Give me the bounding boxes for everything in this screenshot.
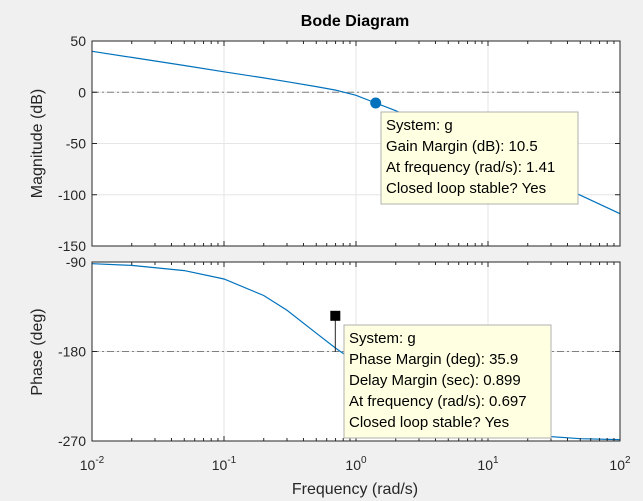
- datatip-line: Delay Margin (sec): 0.899: [349, 372, 521, 389]
- phase-y-tick-label: -180: [58, 344, 86, 360]
- x-tick-exponent: 1: [493, 455, 499, 466]
- magnitude-panel: 50 0 -50 -100 -150 System: g Gain Margin (dB):…: [58, 33, 621, 254]
- datatip-line: Phase Margin (deg): 35.9: [349, 351, 518, 368]
- datatip-line: System: g: [386, 117, 453, 134]
- x-tick-labels: 10-2 10-1 100 101 102: [80, 455, 631, 473]
- x-tick-exponent: -1: [227, 455, 236, 466]
- magnitude-y-tick-label: -150: [58, 238, 86, 254]
- magnitude-y-tick-label: 50: [70, 33, 86, 49]
- x-tick-label: 102: [609, 455, 631, 473]
- x-axis-label: Frequency (rad/s): [292, 481, 418, 498]
- magnitude-y-tick-label: 0: [78, 84, 86, 100]
- x-tick-exponent: 0: [361, 455, 367, 466]
- magnitude-y-tick-label: -50: [66, 136, 86, 152]
- phase-data-marker: [330, 310, 341, 321]
- phase-y-tick-label: -270: [58, 433, 86, 449]
- phase-panel: -90 -180 -270 System: g Phase Margin (deg): …: [58, 254, 621, 449]
- chart-title: Bode Diagram: [301, 13, 409, 30]
- x-tick-base: 10: [477, 457, 493, 473]
- magnitude-datatip: System: g Gain Margin (dB): 10.5 At freque…: [380, 111, 579, 205]
- magnitude-data-marker: [370, 97, 382, 109]
- magnitude-y-axis-label: Magnitude (dB): [29, 89, 46, 198]
- datatip-line: Gain Margin (dB): 10.5: [386, 138, 538, 155]
- x-tick-base: 10: [212, 457, 228, 473]
- x-tick-base: 10: [345, 457, 361, 473]
- x-tick-base: 10: [80, 457, 96, 473]
- phase-datatip: System: g Phase Margin (deg): 35.9 Delay M…: [343, 324, 552, 439]
- x-tick-exponent: -2: [95, 455, 104, 466]
- datatip-line: System: g: [349, 330, 416, 347]
- phase-y-tick-label: -90: [66, 254, 86, 270]
- phase-y-axis-label: Phase (deg): [29, 308, 46, 395]
- datatip-box: [343, 324, 552, 439]
- datatip-line: At frequency (rad/s): 1.41: [386, 159, 555, 176]
- datatip-line: Closed loop stable? Yes: [386, 180, 546, 197]
- datatip-box: [380, 111, 579, 205]
- x-tick-label: 10-2: [80, 455, 105, 473]
- x-tick-base: 10: [609, 457, 625, 473]
- datatip-line: Closed loop stable? Yes: [349, 414, 509, 431]
- x-tick-label: 101: [477, 455, 499, 473]
- x-tick-label: 100: [345, 455, 367, 473]
- datatip-line: At frequency (rad/s): 0.697: [349, 393, 527, 410]
- x-tick-exponent: 2: [625, 455, 631, 466]
- magnitude-y-tick-label: -100: [58, 187, 86, 203]
- x-tick-label: 10-1: [212, 455, 237, 473]
